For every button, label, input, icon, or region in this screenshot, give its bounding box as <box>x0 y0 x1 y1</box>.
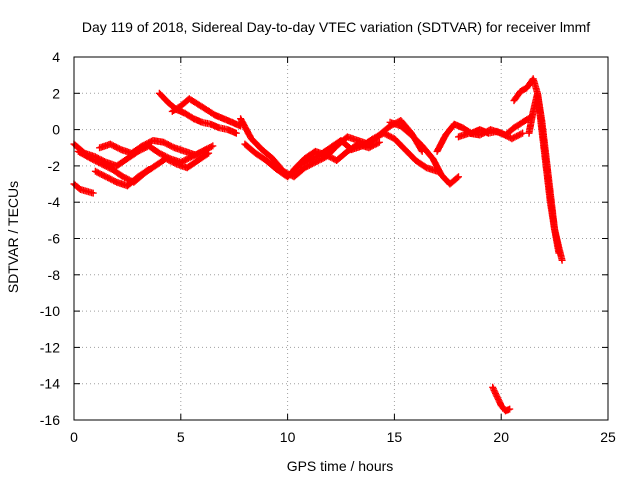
tick-labels: 0 5 10 15 20 25 -16 -14 -12 -10 -8 -6 -4 -2 0 2 4 <box>40 49 616 445</box>
y-tick-label: 2 <box>52 85 60 101</box>
point-markers <box>290 138 383 173</box>
y-tick-label: -6 <box>48 231 61 247</box>
x-tick-label: 5 <box>177 429 185 445</box>
x-tick-label: 0 <box>70 429 78 445</box>
y-tick-label: -10 <box>40 303 60 319</box>
x-axis-label: GPS time / hours <box>287 458 394 474</box>
y-tick-label: 4 <box>52 49 60 65</box>
x-tick-label: 25 <box>600 429 616 445</box>
point-markers <box>455 126 527 143</box>
series-arc-11 <box>386 118 462 188</box>
series-arc-15 <box>525 89 563 257</box>
series-arc-16 <box>489 383 514 415</box>
y-tick-label: -2 <box>48 158 61 174</box>
data-points <box>70 75 566 415</box>
y-tick-label: -12 <box>40 339 60 355</box>
axis-ticks <box>73 56 609 421</box>
series-arc-10 <box>290 138 383 173</box>
y-tick-label: -16 <box>40 412 60 428</box>
x-tick-label: 10 <box>280 429 296 445</box>
series-arc-5 <box>91 166 153 190</box>
point-markers <box>489 383 514 415</box>
chart-title: Day 119 of 2018, Sidereal Day-to-day VTE… <box>82 19 590 35</box>
y-tick-label: 0 <box>52 122 60 138</box>
series-arc-4 <box>96 137 210 159</box>
point-markers <box>168 95 245 130</box>
y-axis-label: SDTVAR / TECUs <box>5 181 21 293</box>
point-markers <box>96 137 210 159</box>
x-tick-label: 15 <box>387 429 403 445</box>
point-markers <box>525 89 563 257</box>
point-markers <box>386 118 462 188</box>
grid <box>74 57 608 420</box>
y-tick-label: -4 <box>48 194 61 210</box>
series-arc-6 <box>155 89 240 137</box>
x-tick-label: 20 <box>493 429 509 445</box>
y-tick-label: -14 <box>40 376 60 392</box>
point-markers <box>91 166 153 190</box>
series-arc-7 <box>168 95 245 130</box>
point-markers <box>155 89 240 137</box>
y-tick-label: -8 <box>48 267 61 283</box>
series-arc-13 <box>455 126 527 143</box>
